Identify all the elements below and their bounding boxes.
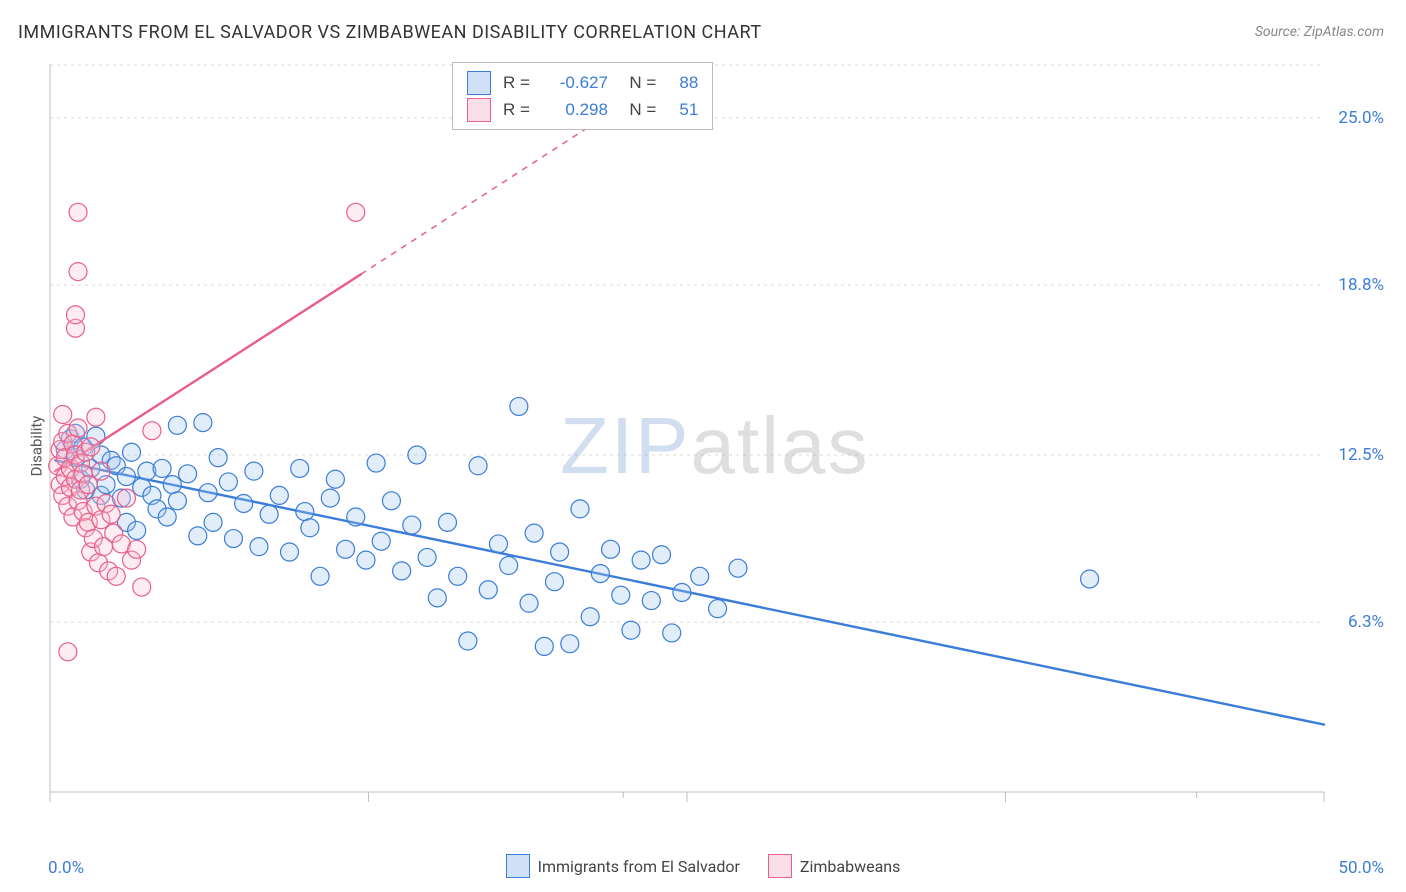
- legend-swatch: [506, 854, 530, 878]
- stats-r-label: R =: [503, 96, 530, 123]
- stats-row: R = -0.627 N = 88: [467, 69, 698, 96]
- y-tick-label: 6.3%: [1348, 612, 1384, 632]
- chart-container: IMMIGRANTS FROM EL SALVADOR VS ZIMBABWEA…: [0, 0, 1406, 892]
- source-attribution: Source: ZipAtlas.com: [1255, 24, 1384, 40]
- stats-n-value: 88: [668, 69, 698, 96]
- stats-r-label: R =: [503, 69, 530, 96]
- y-tick-label: 25.0%: [1338, 108, 1384, 128]
- legend-label: Immigrants from El Salvador: [538, 857, 740, 876]
- y-axis-label: Disability: [27, 416, 45, 477]
- series-legend: Immigrants from El Salvador Zimbabweans: [0, 854, 1406, 878]
- stats-n-label: N =: [620, 96, 656, 123]
- legend-swatch: [768, 854, 792, 878]
- legend-swatch: [467, 98, 491, 122]
- legend-item: Immigrants from El Salvador: [506, 854, 740, 878]
- scatter-plot-svg: [44, 58, 1384, 828]
- stats-r-value: 0.298: [542, 96, 608, 123]
- chart-title: IMMIGRANTS FROM EL SALVADOR VS ZIMBABWEA…: [18, 22, 762, 43]
- plot-area: [44, 58, 1384, 828]
- y-tick-label: 18.8%: [1338, 275, 1384, 295]
- stats-r-value: -0.627: [542, 69, 608, 96]
- y-tick-label: 12.5%: [1338, 445, 1384, 465]
- stats-row: R = 0.298 N = 51: [467, 96, 698, 123]
- legend-item: Zimbabweans: [768, 854, 900, 878]
- stats-n-label: N =: [620, 69, 656, 96]
- correlation-stats-box: R = -0.627 N = 88R = 0.298 N = 51: [452, 62, 713, 130]
- legend-label: Zimbabweans: [800, 857, 900, 876]
- legend-swatch: [467, 71, 491, 95]
- stats-n-value: 51: [668, 96, 698, 123]
